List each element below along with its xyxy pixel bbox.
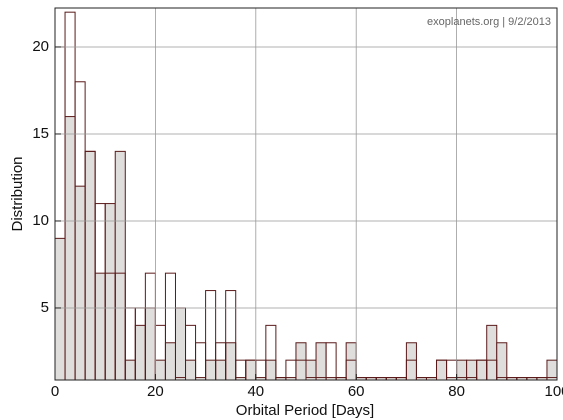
annotation: exoplanets.org | 9/2/2013 — [427, 16, 551, 28]
histogram-bar — [546, 359, 558, 381]
histogram-bar — [315, 342, 327, 381]
histogram-bar — [154, 359, 166, 381]
histogram-bar — [305, 359, 317, 381]
y-tick-label: 20 — [32, 38, 49, 55]
histogram-bar — [164, 342, 176, 381]
histogram-bar — [245, 359, 257, 381]
x-tick-label: 100 — [544, 383, 563, 400]
plot-frame — [54, 7, 558, 381]
histogram-bar — [486, 324, 498, 381]
x-tick-label: 0 — [51, 383, 59, 400]
histogram-bar — [446, 359, 458, 381]
histogram-bar — [325, 342, 337, 381]
histogram-bar — [54, 237, 66, 381]
histogram-bar — [476, 359, 488, 381]
y-tick-label: 5 — [41, 299, 49, 316]
histogram-bar — [215, 359, 227, 381]
histogram-bar — [174, 307, 187, 381]
histogram-bar — [265, 359, 277, 381]
histogram-bar — [134, 324, 146, 381]
histogram-bar — [285, 359, 297, 381]
histogram-bar — [436, 359, 448, 381]
histogram-bar — [104, 203, 116, 381]
histogram-bar — [124, 359, 136, 381]
x-tick-label: 80 — [448, 383, 465, 400]
histogram-bar — [255, 359, 267, 381]
histogram-bar — [456, 359, 468, 381]
histogram-bar — [144, 307, 156, 381]
histogram-bar — [405, 342, 417, 381]
y-tick-label: 15 — [32, 125, 49, 142]
histogram-bar — [235, 359, 247, 381]
histogram-bar — [114, 150, 126, 381]
histogram-bar — [185, 359, 197, 381]
histogram-bar — [496, 342, 508, 381]
histogram-bar — [195, 342, 207, 381]
histogram-bar — [94, 272, 106, 381]
y-axis-label: Distribution — [9, 156, 26, 231]
histogram-bar — [345, 342, 357, 381]
histogram-bar — [64, 116, 76, 381]
x-tick-label: 40 — [247, 383, 264, 400]
x-tick-label: 20 — [147, 383, 164, 400]
histogram-bar — [295, 342, 307, 381]
histogram-bar — [205, 359, 217, 381]
histogram-bar — [74, 185, 86, 381]
histogram-bar — [466, 359, 478, 381]
histogram-bar — [84, 150, 96, 381]
x-tick-label: 60 — [348, 383, 365, 400]
y-tick-label: 10 — [32, 212, 49, 229]
x-axis-label: Orbital Period [Days] — [236, 402, 374, 419]
histogram-bar — [225, 342, 237, 381]
